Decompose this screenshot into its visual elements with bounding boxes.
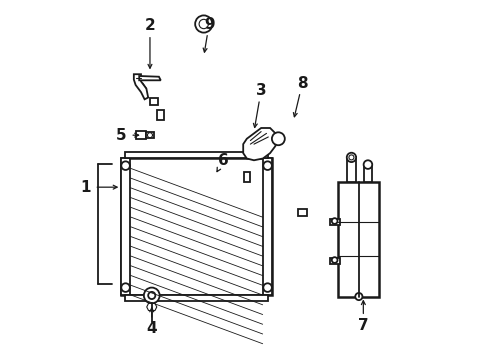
Circle shape xyxy=(199,19,208,29)
Text: 6: 6 xyxy=(218,153,229,168)
Text: 5: 5 xyxy=(116,128,126,143)
Circle shape xyxy=(195,15,212,33)
Bar xyxy=(330,258,341,264)
Circle shape xyxy=(263,283,272,292)
Text: 9: 9 xyxy=(204,17,215,32)
Circle shape xyxy=(122,283,130,292)
Bar xyxy=(347,157,356,182)
Circle shape xyxy=(355,293,363,300)
Circle shape xyxy=(332,218,338,224)
Bar xyxy=(244,172,250,182)
Text: 8: 8 xyxy=(297,76,308,91)
Bar xyxy=(330,219,341,225)
Bar xyxy=(136,131,146,139)
Bar xyxy=(263,158,272,295)
Circle shape xyxy=(332,257,338,263)
Text: 4: 4 xyxy=(147,321,157,336)
Text: 3: 3 xyxy=(256,83,267,98)
Bar xyxy=(122,158,272,295)
Bar xyxy=(146,132,154,138)
Text: 7: 7 xyxy=(358,318,368,333)
Bar xyxy=(338,182,379,297)
Circle shape xyxy=(272,132,285,145)
Polygon shape xyxy=(139,76,161,80)
Circle shape xyxy=(148,292,155,299)
Bar xyxy=(122,158,130,295)
Polygon shape xyxy=(134,74,148,99)
Circle shape xyxy=(347,153,356,162)
Circle shape xyxy=(144,288,160,303)
Circle shape xyxy=(147,133,152,138)
Bar xyxy=(364,165,372,182)
Bar xyxy=(125,295,269,301)
Polygon shape xyxy=(243,128,275,160)
Circle shape xyxy=(122,161,130,170)
Circle shape xyxy=(364,160,372,169)
Text: 2: 2 xyxy=(145,18,155,33)
Polygon shape xyxy=(147,303,157,311)
Bar xyxy=(298,210,307,216)
Bar xyxy=(150,98,158,105)
Circle shape xyxy=(349,155,354,160)
Bar xyxy=(125,152,269,158)
Text: 1: 1 xyxy=(80,180,91,195)
Circle shape xyxy=(263,161,272,170)
Bar xyxy=(157,110,164,120)
